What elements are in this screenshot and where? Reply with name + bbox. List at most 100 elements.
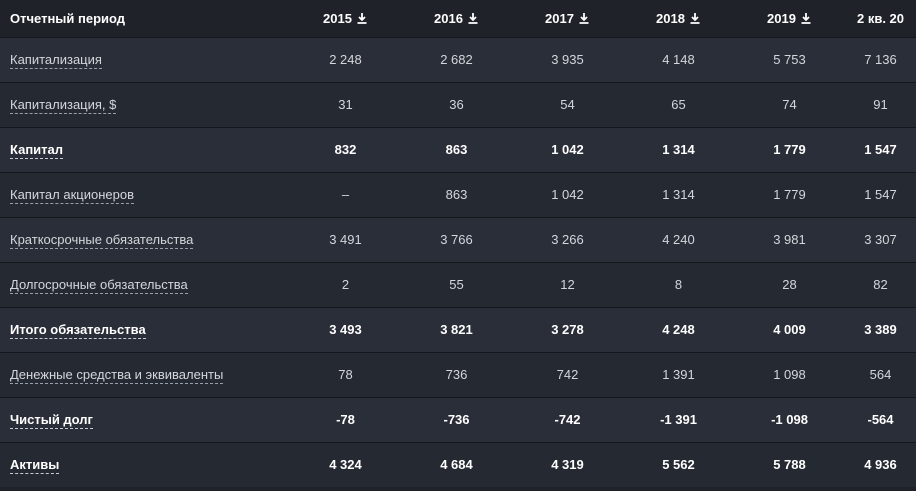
value-cell: 4 240 (662, 232, 695, 247)
value-cell: 1 042 (551, 187, 584, 202)
row-label-link[interactable]: Чистый долг (10, 412, 93, 429)
download-icon[interactable] (467, 12, 479, 24)
value-cell: 3 389 (864, 322, 897, 337)
row-label-link[interactable]: Капитал акционеров (10, 187, 134, 204)
period-header: Отчетный период (10, 10, 126, 26)
value-cell: 5 788 (773, 457, 806, 473)
value-cell: 1 042 (551, 142, 584, 157)
table-row: Итого обязательства 3 493 3 821 3 278 4 248 4… (0, 307, 916, 352)
year-label: 2017 (545, 10, 574, 26)
value-cell: -736 (443, 412, 470, 427)
value-cell: 8 (674, 277, 683, 292)
value-cell: 3 307 (864, 232, 897, 247)
download-icon[interactable] (578, 12, 590, 24)
download-icon[interactable] (356, 12, 368, 24)
value-cell: 1 779 (773, 187, 806, 202)
download-icon[interactable] (689, 12, 701, 24)
value-cell: 1 391 (662, 367, 695, 382)
row-label-cell: Капитализация (0, 37, 290, 82)
row-label-cell: Капитализация, $ (0, 82, 290, 127)
table-row: Капитализация, $ 31 36 54 65 74 91 (0, 82, 916, 127)
row-label-link[interactable]: Денежные средства и эквиваленты (10, 367, 224, 384)
value-cell: 1 314 (662, 142, 695, 157)
value-cell: 65 (671, 97, 686, 112)
value-cell: 54 (560, 97, 575, 112)
value-cell: 5 562 (662, 457, 695, 473)
value-cell: 4 248 (662, 322, 695, 337)
row-label-cell: Капитал (0, 127, 290, 172)
value-cell: 4 936 (864, 457, 897, 473)
year-header-q2[interactable]: 2 кв. 20 (845, 0, 916, 37)
table-row: Капитал акционеров – 863 1 042 1 314 1 779 1 5… (0, 172, 916, 217)
value-cell: 3 491 (329, 232, 362, 247)
table-row: Денежные средства и эквиваленты 78 736 742 1… (0, 352, 916, 397)
value-cell: 7 136 (864, 52, 897, 67)
value-cell: -1 098 (771, 412, 808, 427)
value-cell: 74 (782, 97, 797, 112)
value-cell: 36 (449, 97, 464, 112)
value-cell: 82 (873, 277, 888, 292)
row-label-cell: Капитал акционеров (0, 172, 290, 217)
row-label-cell: Итого обязательства (0, 307, 290, 352)
value-cell: 78 (338, 367, 353, 382)
value-cell: 3 981 (773, 232, 806, 247)
value-cell: 31 (338, 97, 353, 112)
value-cell: 4 319 (551, 457, 584, 473)
value-cell: -742 (554, 412, 581, 427)
row-label-link[interactable]: Активы (10, 457, 60, 475)
row-label-link[interactable]: Краткосрочные обязательства (10, 232, 194, 249)
value-cell: 2 682 (440, 52, 473, 67)
row-label-cell: Краткосрочные обязательства (0, 217, 290, 262)
row-label-link[interactable]: Итого обязательства (10, 322, 146, 339)
value-cell: 1 547 (864, 142, 897, 157)
value-cell: -1 391 (660, 412, 697, 427)
year-header-2016[interactable]: 2016 (401, 0, 512, 37)
row-label-link[interactable]: Долгосрочные обязательства (10, 277, 188, 294)
value-cell: 863 (445, 187, 468, 202)
value-cell: 564 (869, 367, 892, 382)
value-cell: 832 (334, 142, 357, 157)
value-cell: 3 266 (551, 232, 584, 247)
row-label-cell: Активы (0, 442, 290, 487)
year-label: 2016 (434, 10, 463, 26)
value-cell: -564 (867, 412, 894, 427)
value-cell: – (341, 187, 350, 202)
value-cell: 3 278 (551, 322, 584, 337)
table-header-row: Отчетный период 2015 2016 2017 2018 2019… (0, 0, 916, 37)
value-cell: 863 (445, 142, 468, 157)
table-row: Чистый долг -78 -736 -742 -1 391 -1 098 -564 (0, 397, 916, 442)
download-icon[interactable] (800, 12, 812, 24)
value-cell: 1 547 (864, 187, 897, 202)
row-label-link[interactable]: Капитализация (10, 52, 102, 69)
year-label: 2019 (767, 10, 796, 26)
value-cell: 12 (560, 277, 575, 292)
row-label-cell: Денежные средства и эквиваленты (0, 352, 290, 397)
value-cell: 5 753 (773, 52, 806, 67)
year-header-2015[interactable]: 2015 (290, 0, 401, 37)
value-cell: 2 248 (329, 52, 362, 67)
value-cell: 736 (445, 367, 468, 382)
table-row: Краткосрочные обязательства 3 491 3 766 3 2… (0, 217, 916, 262)
table-row: Капитализация 2 248 2 682 3 935 4 148 5 753 7 … (0, 37, 916, 82)
value-cell: 1 098 (773, 367, 806, 382)
value-cell: -78 (336, 412, 355, 427)
value-cell: 4 684 (440, 457, 473, 473)
table-row: Долгосрочные обязательства 2 55 12 8 28 82 (0, 262, 916, 307)
value-cell: 4 009 (773, 322, 806, 337)
year-label: 2018 (656, 10, 685, 26)
value-cell: 3 766 (440, 232, 473, 247)
year-header-2019[interactable]: 2019 (734, 0, 845, 37)
value-cell: 3 493 (329, 322, 362, 337)
row-label-link[interactable]: Капитал (10, 142, 64, 159)
value-cell: 4 148 (662, 52, 695, 67)
value-cell: 2 (341, 277, 350, 292)
row-label-cell: Чистый долг (0, 397, 290, 442)
year-header-2017[interactable]: 2017 (512, 0, 623, 37)
value-cell: 91 (873, 97, 888, 112)
year-header-2018[interactable]: 2018 (623, 0, 734, 37)
value-cell: 3 935 (551, 52, 584, 67)
row-label-link[interactable]: Капитализация, $ (10, 97, 117, 114)
value-cell: 55 (449, 277, 464, 292)
table-row: Активы 4 324 4 684 4 319 5 562 5 788 4 936 (0, 442, 916, 487)
